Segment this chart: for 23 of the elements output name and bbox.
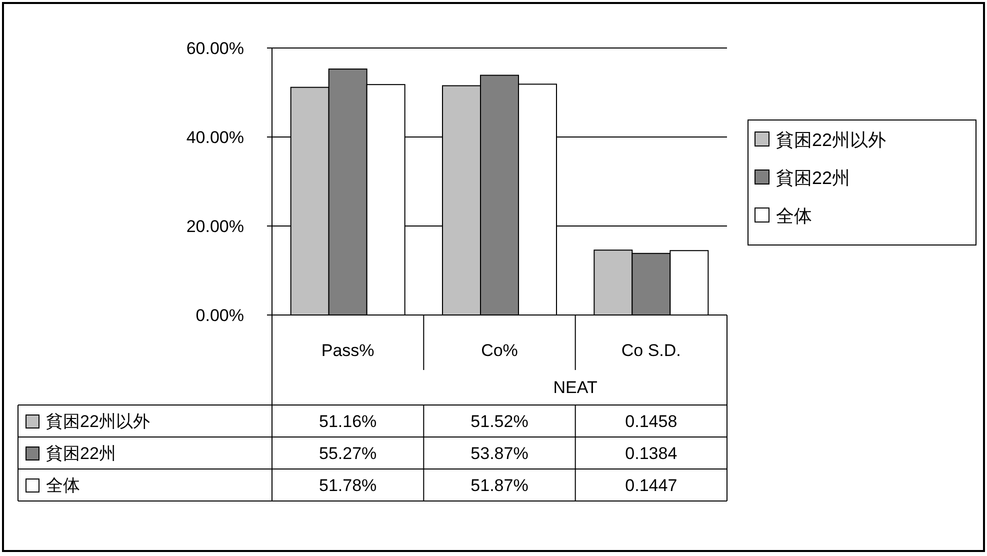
x-tick-label: Co% — [481, 341, 518, 360]
data-label: 0.1384 — [625, 444, 678, 463]
data-label: 55.27% — [318, 444, 377, 463]
text: 貧困22州以外 — [46, 412, 150, 431]
y-tick-label: 60.00% — [186, 39, 244, 58]
data-label: 0.1447 — [625, 476, 678, 495]
data-label: 53.87% — [470, 444, 528, 463]
text: 全体 — [46, 476, 80, 495]
legend-label: 貧困22州 — [776, 168, 850, 188]
legend-label: 全体 — [776, 206, 812, 226]
x-tick-label: Pass% — [321, 341, 374, 360]
data-label: 51.78% — [318, 476, 377, 495]
x-tick-label: Co S.D. — [621, 341, 681, 360]
data-label: 51.16% — [318, 412, 377, 431]
data-label: 0.1458 — [625, 412, 678, 431]
data-label: 51.52% — [470, 412, 528, 431]
legend-label: 貧困22州以外 — [776, 130, 886, 150]
text: NEAT — [553, 378, 598, 397]
y-tick-label: 40.00% — [186, 128, 244, 147]
data-label: 51.87% — [470, 476, 528, 495]
text: 貧困22州 — [46, 444, 116, 463]
y-tick-label: 0.00% — [196, 306, 244, 325]
y-tick-label: 20.00% — [186, 217, 244, 236]
